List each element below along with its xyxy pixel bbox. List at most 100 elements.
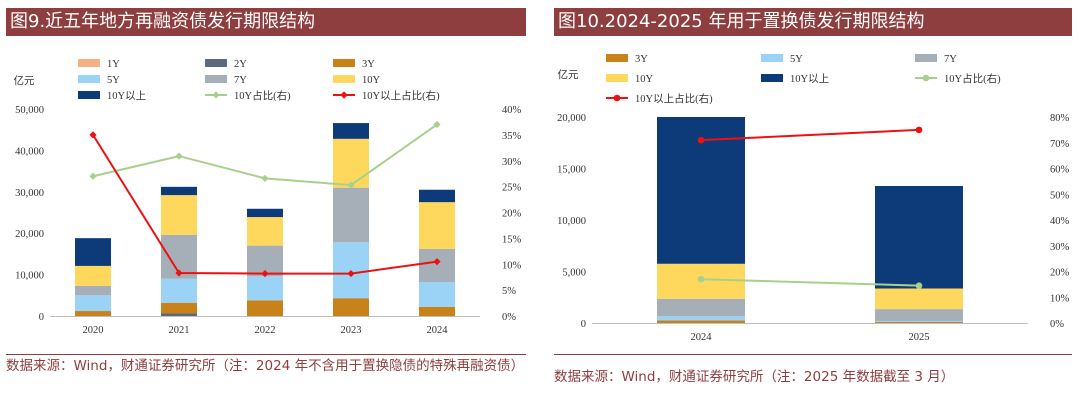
legend-swatch [761, 54, 783, 62]
legend-label: 10Y以上 [790, 73, 829, 85]
legend-swatch [78, 91, 100, 99]
legend-label: 1Y [107, 59, 120, 70]
legend-label: 10Y以上占比(右) [362, 89, 440, 102]
legend-swatch [333, 59, 355, 67]
y2-tick-label: 0% [1050, 319, 1064, 330]
line-marker [697, 275, 705, 283]
legend-label: 10Y以上占比(右) [635, 92, 713, 105]
line-marker [175, 152, 183, 160]
right-chart-panel: 图10.2024-2025 年用于置换债发行期限结构 亿元 0 5,000 10,00… [548, 0, 1080, 419]
legend-marker [340, 91, 348, 99]
line-marker [433, 120, 441, 129]
y2-tick-label: 25% [502, 183, 522, 194]
legend-swatch [333, 75, 355, 83]
y2-tick-label: 50% [1050, 190, 1070, 201]
legend-swatch [205, 75, 227, 83]
legend-marker [922, 74, 930, 82]
bar-segment [875, 309, 963, 321]
bar-segment [875, 186, 963, 289]
bar-segment [161, 313, 197, 316]
line-marker [261, 174, 269, 182]
y2-tick-label: 0% [502, 312, 516, 323]
legend-label: 10Y以上 [107, 90, 146, 102]
y2-tick-label: 35% [502, 131, 522, 142]
legend-label: 2Y [234, 59, 247, 70]
y2-tick-label: 5% [502, 286, 516, 297]
left-chart-panel: 图9.近五年地方再融资债发行期限结构 亿元 0 10,000 20,000 30,000… [0, 0, 532, 419]
x-tick-label: 2025 [909, 332, 930, 343]
y2-tick-label: 10% [1050, 293, 1070, 304]
y2-tick-label: 20% [1050, 268, 1070, 279]
line-marker [697, 136, 705, 144]
bar-segment [657, 298, 745, 317]
legend-label: 10Y [635, 74, 654, 85]
y-tick-label: 0 [39, 312, 44, 323]
bar-segment [247, 300, 283, 316]
legend-label: 10Y占比(右) [234, 89, 291, 102]
left-chart-svg: 亿元 0 10,000 20,000 30,000 40,000 50,000 0% 5% 10%… [14, 59, 522, 336]
legend-label: 7Y [234, 75, 247, 86]
bar-segment [657, 320, 745, 323]
series-line [700, 278, 920, 287]
bar-segment [419, 202, 455, 249]
y2-tick-label: 60% [1050, 165, 1070, 176]
legend-swatch [606, 54, 628, 62]
x-tick-label: 2021 [169, 325, 190, 336]
legend-swatch [78, 75, 100, 83]
y2-tick-label: 70% [1050, 139, 1070, 150]
legend-label: 7Y [944, 54, 957, 65]
right-chart-source: 数据来源：Wind，财通证券研究所（注：2025 年数据截至 3 月） [554, 354, 1072, 387]
bar-segment [419, 248, 455, 283]
bar-segment [419, 189, 455, 203]
legend-label: 3Y [362, 59, 375, 70]
y-tick-label: 30,000 [15, 188, 44, 199]
bar-segment [247, 217, 283, 246]
legend-label: 3Y [635, 54, 648, 65]
y2-tick-label: 15% [502, 234, 522, 245]
bar-segment [247, 208, 283, 218]
bar-segment [419, 282, 455, 307]
legend-label: 10Y占比(右) [944, 72, 1001, 85]
y-tick-label: 5,000 [562, 268, 586, 279]
y-tick-label: 20,000 [557, 113, 586, 124]
legend-swatch [205, 59, 227, 67]
bar-segment [875, 320, 963, 322]
y-tick-label: 10,000 [557, 216, 586, 227]
legend-label: 5Y [107, 75, 120, 86]
bar-segment [875, 321, 963, 323]
legend-label: 10Y [362, 75, 381, 86]
y-tick-label: 10,000 [15, 271, 44, 282]
y-tick-label: 15,000 [557, 165, 586, 176]
bar-segment [419, 306, 455, 316]
legend-marker [613, 94, 621, 102]
y2-tick-label: 20% [502, 209, 522, 220]
x-tick-label: 2024 [427, 325, 449, 336]
y-tick-label: 40,000 [15, 146, 44, 157]
x-tick-label: 2022 [255, 325, 276, 336]
line-marker [89, 131, 97, 139]
legend-swatch [761, 74, 783, 82]
bar-segment [161, 302, 197, 314]
x-tick-label: 2023 [341, 325, 362, 336]
line-marker [915, 126, 923, 134]
left-chart-source: 数据来源：Wind，财通证券研究所（注：2024 年不含用于置换隐债的特殊再融资… [6, 354, 526, 376]
bar-segment [75, 265, 111, 286]
right-chart-svg: 亿元 0 5,000 10,000 15,000 20,000 0% 10% 20% 30% 40%… [557, 54, 1070, 343]
legend-swatch [915, 54, 937, 62]
line-marker [347, 269, 355, 278]
bar-segment [75, 311, 111, 316]
line-marker [347, 181, 355, 189]
bar-segment [333, 298, 369, 316]
line-marker [89, 172, 97, 180]
bar-segment [333, 187, 369, 243]
bar-segment [161, 278, 197, 303]
y-tick-label: 20,000 [15, 229, 44, 240]
left-chart-title: 图9.近五年地方再融资债发行期限结构 [6, 8, 526, 36]
legend-swatch [606, 74, 628, 82]
bar-segment [333, 138, 369, 188]
y-axis-unit-label: 亿元 [14, 74, 35, 87]
bar-segment [247, 276, 283, 301]
line-marker [915, 282, 923, 289]
y2-tick-label: 30% [1050, 242, 1070, 253]
bar-segment [161, 186, 197, 196]
